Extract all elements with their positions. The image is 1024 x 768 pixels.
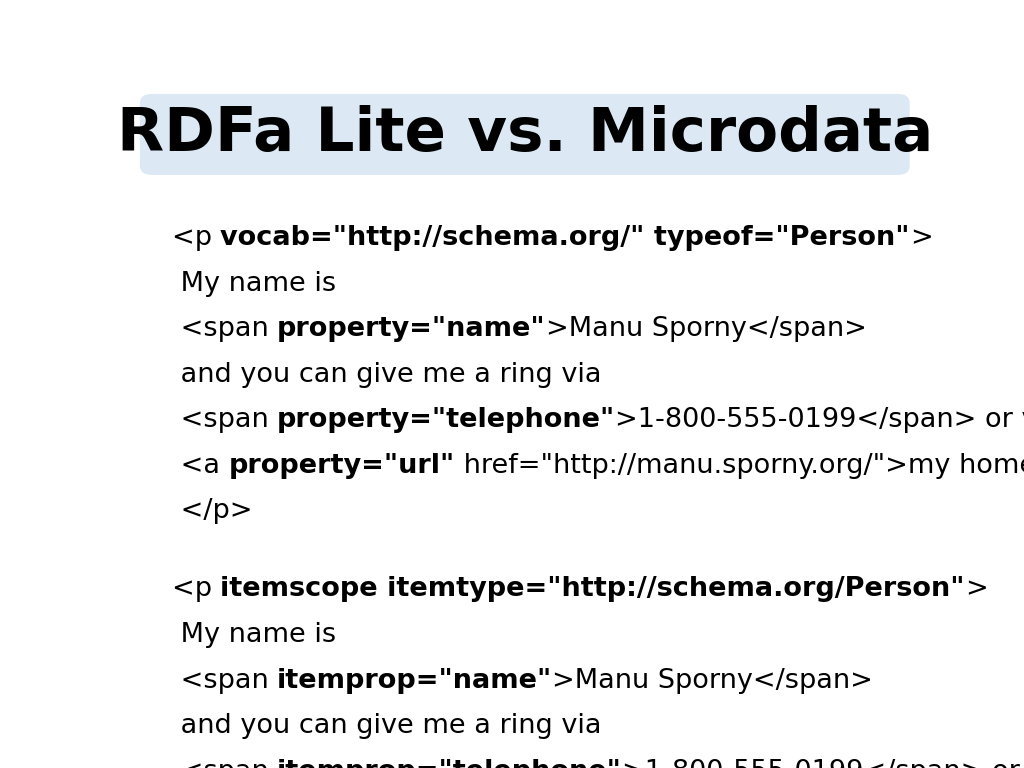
Text: <span: <span [172, 407, 278, 433]
Text: >Manu Sporny</span>: >Manu Sporny</span> [546, 316, 866, 343]
Text: <span: <span [172, 316, 278, 343]
Text: >1-800-555-0199</span> or visit: >1-800-555-0199</span> or visit [615, 407, 1024, 433]
Text: itemprop="telephone": itemprop="telephone" [278, 759, 622, 768]
Text: >: > [909, 225, 933, 251]
Text: itemscope itemtype="http://schema.org/Person": itemscope itemtype="http://schema.org/Pe… [220, 577, 965, 602]
Text: property="name": property="name" [278, 316, 546, 343]
Text: property="url": property="url" [228, 453, 455, 479]
Text: <span: <span [172, 667, 278, 694]
Text: >1-800-555-0199</span> or visit: >1-800-555-0199</span> or visit [622, 759, 1024, 768]
Text: property="telephone": property="telephone" [278, 407, 615, 433]
Text: My name is: My name is [172, 622, 336, 648]
Text: <span: <span [172, 759, 278, 768]
Text: My name is: My name is [172, 271, 336, 296]
Text: itemprop="name": itemprop="name" [278, 667, 552, 694]
Text: and you can give me a ring via: and you can give me a ring via [172, 713, 601, 739]
Text: RDFa Lite vs. Microdata: RDFa Lite vs. Microdata [117, 104, 933, 164]
Text: >: > [965, 577, 987, 602]
Text: >Manu Sporny</span>: >Manu Sporny</span> [552, 667, 873, 694]
Text: <p: <p [172, 577, 220, 602]
Text: <p: <p [172, 225, 220, 251]
Text: </p>: </p> [172, 498, 252, 525]
Text: <a: <a [172, 453, 228, 479]
Text: and you can give me a ring via: and you can give me a ring via [172, 362, 601, 388]
Text: href="http://manu.sporny.org/">my homepage</a>: href="http://manu.sporny.org/">my homepa… [455, 453, 1024, 479]
Text: vocab="http://schema.org/" typeof="Person": vocab="http://schema.org/" typeof="Perso… [220, 225, 909, 251]
FancyBboxPatch shape [140, 94, 909, 175]
